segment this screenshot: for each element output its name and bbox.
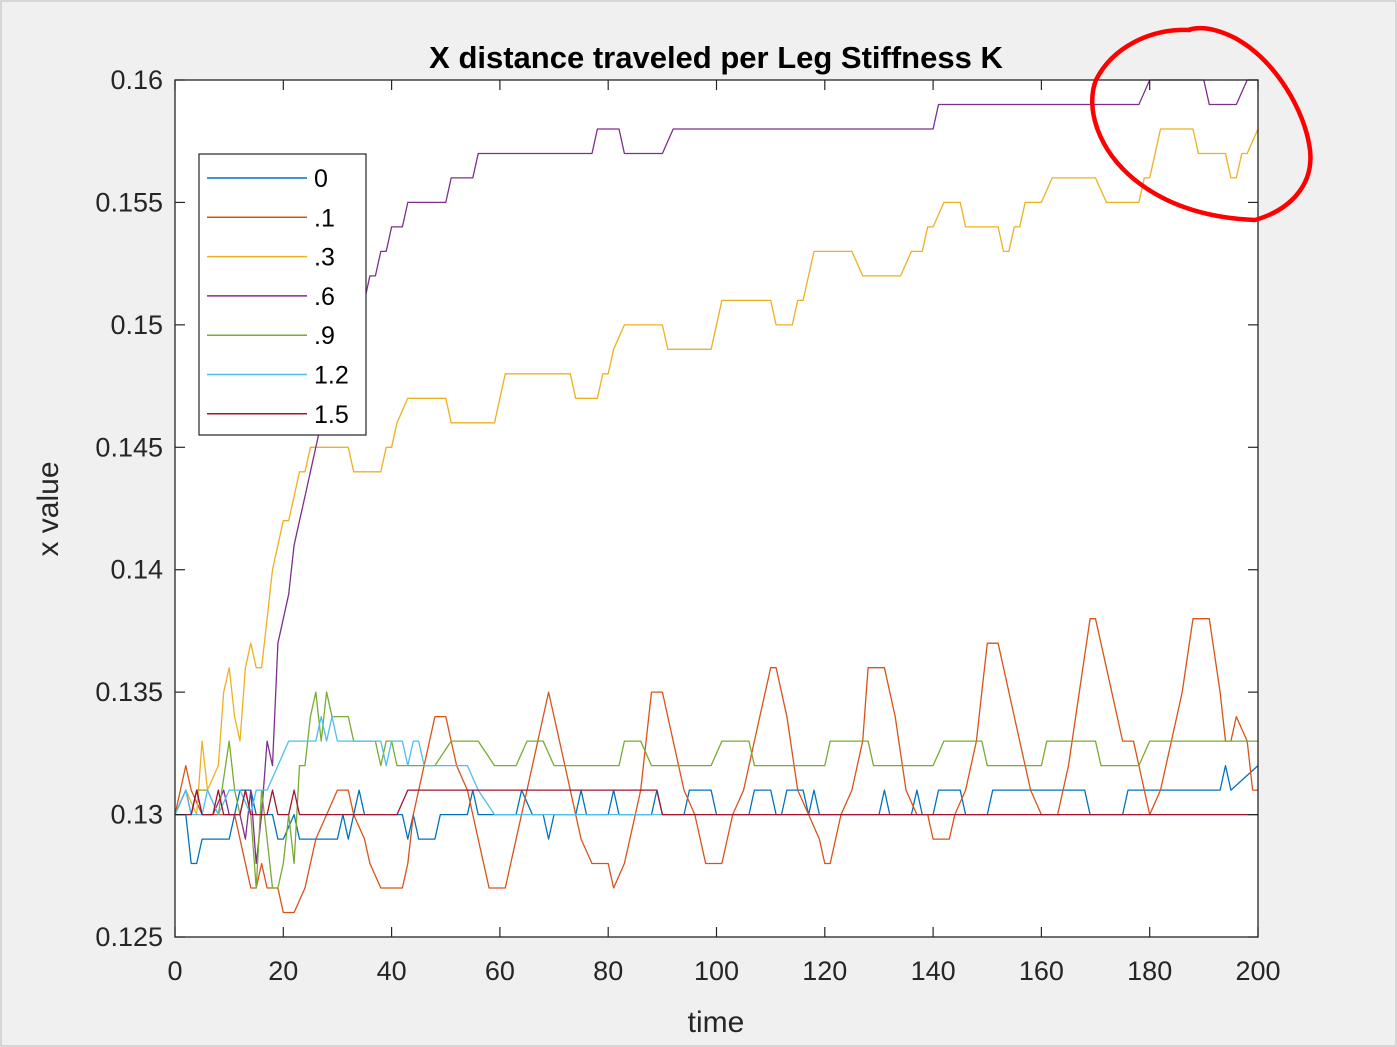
red-circle-annotation (1090, 25, 1313, 223)
legend-label-4: .9 (314, 322, 335, 350)
x-tick-label: 40 (377, 956, 407, 986)
legend-label-5: 1.2 (314, 362, 349, 390)
legend-label-6: 1.5 (314, 401, 349, 429)
x-tick-label: 60 (485, 956, 515, 986)
series-line-2 (174, 128, 1259, 816)
x-tick-label: 200 (1235, 956, 1280, 986)
legend-label-1: .1 (314, 204, 335, 232)
series-line-1 (174, 618, 1258, 914)
chart-title: X distance traveled per Leg Stiffness K (429, 40, 1003, 75)
ticks-layer: 0 20 40 60 80 100 120 140 160 180 200 0.125 0.13 0.13… (95, 65, 1280, 986)
y-tick-label: 0.145 (95, 432, 163, 462)
series-layer (174, 79, 1259, 914)
x-tick-label: 100 (694, 956, 739, 986)
legend-box (198, 153, 367, 436)
legend: 0 .1 .3 .6 .9 1.2 1.5 (198, 153, 367, 436)
x-tick-label: 140 (911, 956, 956, 986)
x-tick-label: 120 (802, 956, 847, 986)
y-axis-title: x value (32, 461, 65, 556)
x-axis-title: time (688, 1006, 745, 1039)
y-tick-label: 0.155 (95, 187, 163, 217)
legend-label-0: 0 (314, 165, 328, 193)
y-tick-label: 0.16 (110, 65, 163, 95)
x-tick-label: 80 (593, 956, 623, 986)
x-tick-label: 0 (167, 956, 182, 986)
x-tick-label: 180 (1127, 956, 1172, 986)
x-tick-label: 20 (268, 956, 298, 986)
y-tick-label: 0.15 (110, 310, 163, 340)
x-tick-label: 160 (1019, 956, 1064, 986)
y-tick-label: 0.135 (95, 677, 163, 707)
y-tick-label: 0.14 (110, 555, 163, 585)
series-line-6 (175, 789, 1258, 816)
y-tick-label: 0.125 (95, 922, 163, 952)
legend-label-2: .3 (314, 244, 335, 272)
y-tick-label: 0.13 (110, 800, 163, 830)
legend-label-3: .6 (314, 283, 335, 311)
